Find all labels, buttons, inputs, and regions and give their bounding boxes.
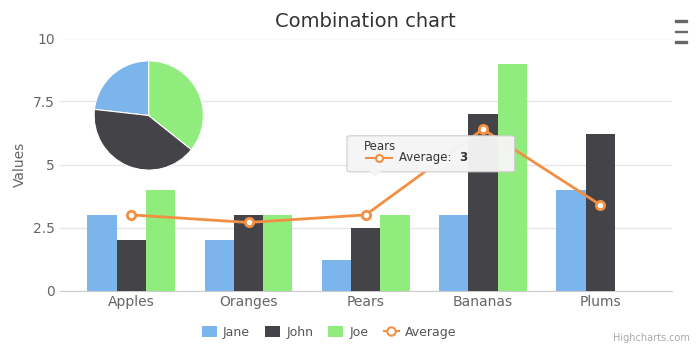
Bar xyxy=(204,240,234,290)
Text: 3: 3 xyxy=(459,151,468,164)
Wedge shape xyxy=(94,110,191,170)
Bar xyxy=(263,215,293,290)
Text: Pears: Pears xyxy=(363,140,395,153)
Wedge shape xyxy=(94,61,148,116)
Legend: Jane, John, Joe, Average: Jane, John, Joe, Average xyxy=(197,321,461,344)
Bar xyxy=(88,215,117,290)
Bar xyxy=(351,228,380,290)
Bar xyxy=(498,64,527,290)
Bar xyxy=(322,260,351,290)
Wedge shape xyxy=(148,61,203,149)
Bar xyxy=(585,134,615,290)
Bar xyxy=(468,114,498,290)
Title: Combination chart: Combination chart xyxy=(275,12,456,32)
Bar xyxy=(146,190,175,290)
Text: Average:: Average: xyxy=(398,151,455,164)
Bar xyxy=(234,215,263,290)
Y-axis label: Values: Values xyxy=(13,142,27,187)
Bar xyxy=(556,190,585,290)
Text: Highcharts.com: Highcharts.com xyxy=(612,333,690,343)
Bar xyxy=(380,215,410,290)
Polygon shape xyxy=(370,171,381,175)
Bar xyxy=(439,215,468,290)
Bar xyxy=(117,240,146,290)
FancyBboxPatch shape xyxy=(347,136,514,172)
